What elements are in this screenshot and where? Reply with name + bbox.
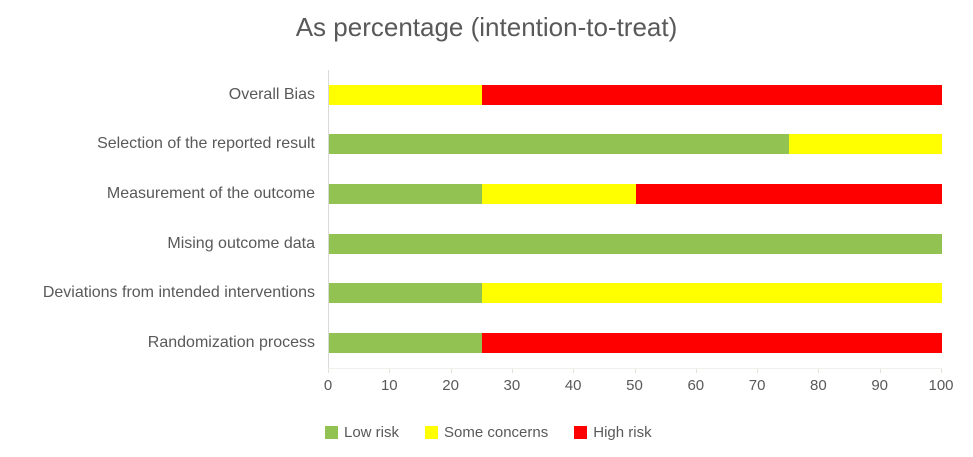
x-tick-label: 30	[503, 377, 521, 394]
x-axis: 0 10 20 30 40 50 60 70 80 90 100	[324, 369, 954, 399]
bar-row	[329, 184, 942, 205]
bar-segment-some-concerns	[482, 283, 942, 304]
x-tick-label: 10	[380, 377, 398, 394]
plot-area	[328, 70, 942, 369]
x-tick-mark	[879, 369, 881, 373]
legend-item-some-concerns: Some concerns	[425, 424, 548, 441]
bar-segment-high-risk	[482, 84, 942, 105]
bar-segment-low-risk	[329, 184, 483, 205]
x-tick-label: 70	[748, 377, 766, 394]
bar-segment-some-concerns	[482, 184, 636, 205]
x-tick-mark	[695, 369, 697, 373]
x-tick-label: 80	[810, 377, 827, 394]
bar-row	[329, 233, 942, 254]
bar-segment-some-concerns	[788, 134, 942, 155]
bar-row	[329, 134, 942, 155]
x-tick-mark	[573, 369, 575, 373]
x-tick-mark	[511, 369, 513, 373]
x-tick-mark	[757, 369, 759, 373]
x-tick-label: 50	[626, 377, 643, 394]
legend-swatch-icon	[425, 426, 439, 439]
category-label: Selection of the reported result	[97, 135, 315, 153]
chart-title: As percentage (intention-to-treat)	[295, 12, 678, 42]
bar-segment-high-risk	[635, 184, 942, 205]
x-tick-mark	[818, 369, 820, 373]
legend: Low risk Some concerns High risk	[325, 424, 652, 441]
legend-label: Low risk	[344, 424, 400, 441]
legend-swatch-icon	[574, 426, 588, 439]
bar-segment-some-concerns	[329, 84, 483, 105]
category-label: Deviations from intended interventions	[42, 284, 315, 302]
x-tick-label: 60	[687, 377, 705, 394]
x-tick-label: 100	[928, 377, 954, 394]
bar-row	[329, 333, 942, 354]
legend-item-low-risk: Low risk	[325, 424, 399, 441]
x-tick-label: 0	[323, 377, 333, 394]
bar-segment-low-risk	[329, 283, 483, 304]
bar-segment-high-risk	[482, 333, 942, 354]
category-label: Randomization process	[147, 334, 315, 352]
bar-segment-low-risk	[329, 333, 483, 354]
bar-segment-low-risk	[329, 134, 789, 155]
legend-item-high-risk: High risk	[574, 424, 652, 441]
bar-row	[329, 283, 942, 304]
category-axis-labels: Overall Bias Selection of the reported re…	[0, 70, 315, 368]
category-label: Measurement of the outcome	[106, 185, 315, 203]
x-tick-label: 40	[564, 377, 582, 394]
x-tick-mark	[328, 369, 329, 373]
x-tick-mark	[941, 369, 942, 373]
x-tick-mark	[634, 369, 636, 373]
x-tick-mark	[389, 369, 391, 373]
legend-swatch-icon	[325, 426, 338, 439]
category-label: Mising outcome data	[167, 234, 315, 252]
x-tick-mark	[450, 369, 452, 373]
legend-label: Some concerns	[444, 424, 549, 441]
x-tick-label: 20	[442, 377, 459, 394]
bar-segment-low-risk	[329, 233, 942, 254]
bar-row	[329, 84, 942, 105]
x-tick-label: 90	[871, 377, 889, 394]
category-label: Overall Bias	[228, 85, 315, 103]
legend-label: High risk	[593, 424, 652, 441]
